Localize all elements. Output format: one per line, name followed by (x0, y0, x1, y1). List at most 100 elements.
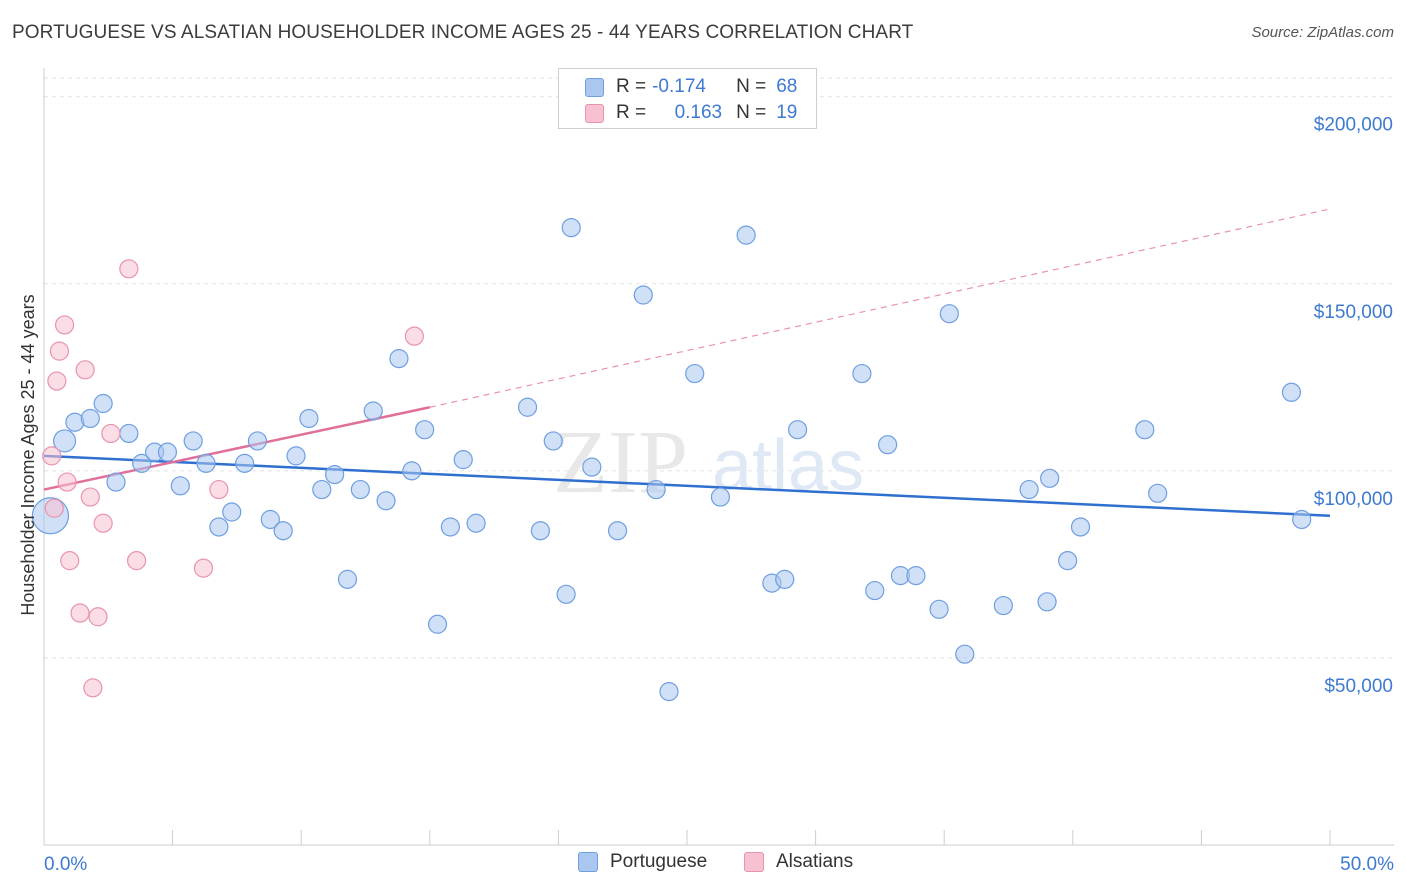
legend-label: Portuguese (610, 851, 708, 872)
portuguese-point (517, 397, 538, 417)
alsatians-point (75, 360, 95, 380)
alsatians-point (80, 487, 100, 507)
portuguese-point (543, 431, 563, 451)
portuguese-point (260, 509, 280, 530)
portuguese-point (1281, 382, 1302, 402)
portuguese-point (633, 285, 653, 305)
alsatians-point (93, 513, 113, 533)
y-axis-label: Householder Income Ages 25 - 44 years (18, 294, 38, 615)
stats-legend: R = -0.174 N = 68 R = 0.163 N = 19 (558, 68, 817, 129)
portuguese-point (775, 569, 795, 589)
portuguese-point (1019, 479, 1039, 500)
alsatians-point (70, 603, 90, 623)
portuguese-point (1135, 420, 1155, 440)
y-tick-label: $100,000 (1314, 489, 1393, 510)
alsatians-point (49, 341, 70, 361)
portuguese-point (389, 349, 409, 369)
portuguese-point (93, 393, 113, 414)
portuguese-point (787, 420, 808, 440)
portuguese-swatch (585, 77, 604, 97)
portuguese-point (286, 446, 306, 466)
portuguese-point (132, 453, 152, 473)
portuguese-point (337, 569, 358, 589)
r-label: R = (616, 76, 647, 97)
portuguese-point (1058, 551, 1078, 571)
portuguese-point (1040, 468, 1060, 488)
alsatians-point (57, 472, 77, 492)
alsatians-point (404, 326, 424, 346)
portuguese-point (52, 429, 77, 453)
portuguese-point (119, 423, 139, 444)
data-points (31, 218, 1312, 702)
alsatians-point (54, 315, 75, 335)
portuguese-point (247, 431, 268, 451)
alsatians-point (83, 678, 103, 698)
portuguese-point (607, 521, 628, 541)
y-tick-label: $200,000 (1314, 115, 1393, 136)
n-label: N = (736, 102, 767, 123)
n-value: 68 (776, 76, 798, 97)
legend-label: Alsatians (776, 851, 854, 872)
alsatians-point (119, 259, 139, 279)
alsatians-point (42, 446, 62, 466)
alsatians-swatch (744, 852, 764, 872)
portuguese-point (685, 363, 705, 384)
portuguese-point (865, 580, 885, 601)
portuguese-point (1292, 509, 1312, 530)
portuguese-point (561, 218, 581, 238)
portuguese-point (363, 401, 383, 421)
alsatians-point (88, 607, 108, 627)
portuguese-point (235, 453, 255, 473)
portuguese-point (376, 491, 396, 511)
portuguese-point (1070, 517, 1091, 537)
portuguese-point (325, 464, 345, 485)
portuguese-swatch (578, 852, 598, 872)
alsatians-point (47, 371, 67, 391)
y-tick-label: $50,000 (1324, 676, 1393, 697)
alsatians-point (209, 479, 229, 500)
portuguese-point (80, 408, 100, 429)
portuguese-point (157, 442, 178, 462)
portuguese-point (299, 408, 319, 429)
portuguese-point (530, 521, 550, 541)
r-value: 0.163 (674, 102, 723, 123)
alsatians-point (126, 551, 147, 571)
alsatians-point (60, 551, 80, 571)
portuguese-point (646, 479, 666, 500)
portuguese-point (939, 304, 959, 324)
stats-row-alsatians: R = 0.163 N = 19 (585, 101, 797, 125)
portuguese-point (209, 517, 229, 537)
alsatians-point (44, 498, 64, 518)
alsatians-point (193, 558, 214, 578)
portuguese-point (736, 225, 756, 245)
tick-labels: $50,000 $100,000 $150,000 $200,000 0.0% 50.0%… (18, 115, 1394, 875)
portuguese-point (955, 644, 975, 664)
portuguese-point (993, 595, 1013, 616)
y-tick-label: $150,000 (1314, 302, 1393, 323)
portuguese-point (878, 435, 898, 455)
watermark-zip: ZIP (553, 413, 688, 512)
portuguese-point (350, 479, 370, 500)
portuguese-point (440, 517, 460, 537)
portuguese-point (415, 420, 435, 440)
portuguese-point (1037, 592, 1057, 612)
legend-item-portuguese[interactable]: Portuguese (578, 851, 707, 873)
n-label: N = (736, 76, 767, 97)
stats-row-portuguese: R = -0.174 N = 68 (585, 75, 797, 99)
alsatians-point (101, 423, 121, 444)
portuguese-point (427, 614, 448, 634)
portuguese-point (1148, 483, 1168, 503)
alsatians-trend-line (43, 406, 431, 491)
x-tick-label: 0.0% (44, 854, 87, 875)
legend-item-alsatians[interactable]: Alsatians (744, 851, 853, 873)
n-value: 19 (776, 102, 798, 123)
r-value: -0.174 (652, 76, 706, 97)
portuguese-point (453, 450, 473, 470)
chart-title: PORTUGUESE VS ALSATIAN HOUSEHOLDER INCOM… (12, 22, 914, 43)
portuguese-point (183, 431, 203, 451)
portuguese-point (196, 453, 216, 473)
r-label: R = (616, 102, 647, 123)
portuguese-point (273, 521, 293, 541)
portuguese-point (106, 472, 126, 492)
